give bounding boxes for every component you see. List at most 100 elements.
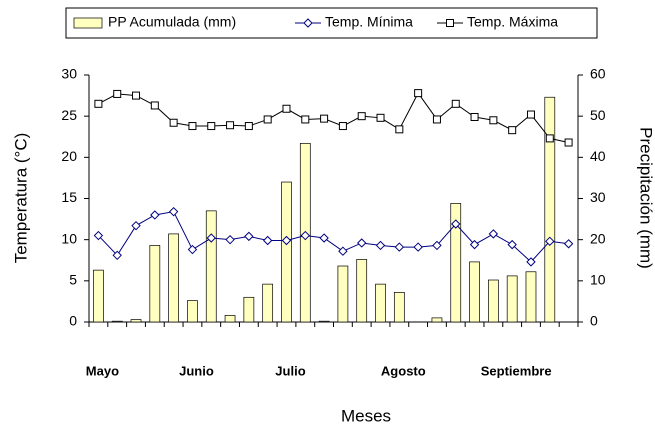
x-tick-label: Agosto [381, 363, 426, 378]
point [375, 240, 386, 251]
point [150, 101, 159, 110]
bar [187, 300, 198, 323]
y2-tick-label: 0 [590, 313, 598, 329]
legend-label: PP Acumulada (mm) [108, 14, 236, 30]
y2-tick-label: 10 [590, 272, 606, 288]
bar [431, 317, 443, 323]
y-tick-label: 10 [61, 230, 77, 246]
point [206, 233, 216, 243]
point [262, 235, 273, 246]
point [489, 116, 498, 125]
point [357, 112, 366, 121]
bar [168, 233, 179, 323]
point [244, 231, 254, 242]
point [338, 246, 348, 256]
x-axis-title: Meses [341, 406, 391, 425]
bar [318, 320, 330, 323]
point [394, 242, 405, 252]
point [282, 104, 291, 113]
point [207, 122, 216, 131]
point [413, 242, 423, 252]
point [169, 118, 178, 127]
legend-box [65, 7, 598, 39]
bar [93, 269, 104, 323]
point [414, 89, 423, 98]
bar [130, 319, 142, 323]
point [188, 122, 197, 131]
bar [356, 259, 368, 323]
legend-label: Temp. Mínima [325, 14, 413, 30]
x-tick-label: Septiembre [481, 363, 552, 378]
point [93, 230, 104, 241]
y-tick-label: 30 [61, 66, 77, 82]
bar [281, 181, 292, 323]
y-tick-label: 20 [61, 148, 77, 164]
line [98, 211, 569, 263]
bar [450, 203, 462, 323]
point [301, 115, 310, 124]
bar [506, 275, 518, 323]
x-tick-label: Junio [179, 363, 214, 378]
point [432, 240, 442, 251]
legend-marker [446, 19, 454, 27]
bar [375, 283, 386, 323]
bar [337, 265, 349, 323]
y2-tick-label: 40 [590, 148, 606, 164]
point [451, 99, 460, 108]
y-tick-label: 5 [69, 272, 77, 288]
point [395, 125, 404, 134]
point [168, 206, 179, 217]
point [470, 112, 479, 121]
y-tick-label: 25 [61, 107, 77, 123]
point [545, 134, 554, 143]
bar [224, 315, 236, 323]
bar [525, 271, 537, 323]
y-tick-label: 0 [69, 313, 77, 329]
bar [488, 279, 499, 323]
point [113, 89, 122, 98]
point [187, 244, 198, 255]
point [319, 233, 329, 243]
point [244, 122, 253, 131]
bar [544, 96, 556, 323]
y2-tick-label: 50 [590, 107, 606, 123]
legend-marker [303, 18, 313, 28]
point [526, 110, 535, 119]
line [98, 92, 569, 144]
point [131, 220, 141, 231]
bar [262, 283, 274, 323]
x-tick-label: Mayo [86, 363, 119, 378]
bar [469, 261, 480, 323]
point [526, 257, 536, 267]
legend-label: Temp. Máxima [467, 14, 558, 30]
point [150, 210, 160, 220]
bar [205, 210, 217, 323]
point [357, 238, 367, 248]
y2-tick-label: 30 [590, 189, 606, 205]
bar [393, 292, 405, 323]
y-axis-title: Temperatura (°C) [11, 133, 30, 264]
y2-tick-label: 60 [590, 66, 606, 82]
point [507, 239, 517, 250]
y2-axis-title: Precipitación (mm) [637, 127, 655, 269]
point [132, 91, 141, 100]
point [432, 115, 441, 124]
point [564, 138, 573, 147]
bar [243, 296, 255, 323]
y2-tick-label: 20 [590, 230, 606, 246]
point [263, 115, 272, 124]
point [112, 250, 122, 261]
bar [149, 245, 161, 323]
bar [111, 320, 123, 323]
point [225, 234, 235, 245]
point [338, 122, 347, 131]
point [376, 113, 385, 122]
legend-swatch [73, 17, 103, 29]
point [563, 239, 574, 249]
point [281, 235, 292, 246]
point [545, 236, 555, 247]
point [226, 121, 235, 130]
point [508, 126, 517, 135]
